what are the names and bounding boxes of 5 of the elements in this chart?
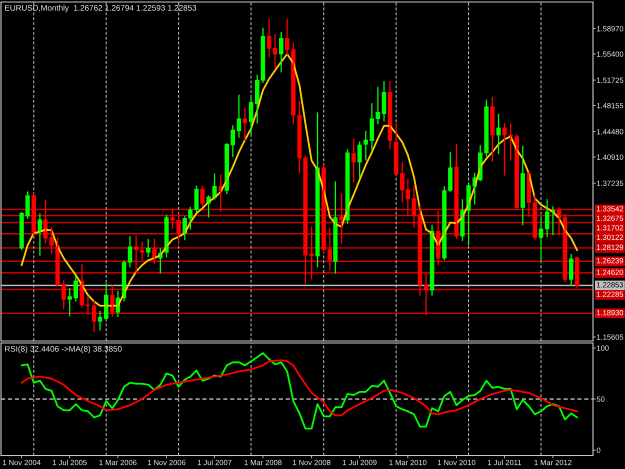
line-series bbox=[20, 359, 578, 416]
candlestick bbox=[309, 226, 314, 280]
line-series bbox=[20, 352, 578, 430]
chart-title: EURUSD,Monthly 1.26762 1.26794 1.22593 1.22853 bbox=[5, 4, 196, 12]
chart-title: RSI(8) 32.4406 ->MA(8) 38.3850 bbox=[5, 346, 122, 354]
